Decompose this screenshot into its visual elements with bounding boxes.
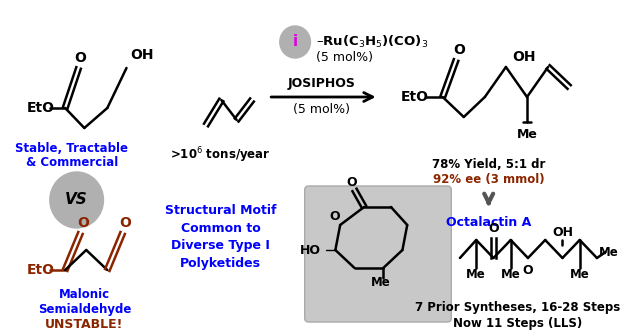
Text: O: O: [77, 216, 89, 230]
Text: Polyketides: Polyketides: [180, 257, 261, 270]
Text: Me: Me: [371, 277, 390, 290]
Text: VS: VS: [65, 193, 88, 208]
Text: UNSTABLE!: UNSTABLE!: [45, 319, 124, 332]
Circle shape: [50, 172, 103, 228]
Text: Me: Me: [570, 268, 590, 282]
Circle shape: [280, 26, 311, 58]
Text: Malonic: Malonic: [59, 289, 110, 301]
Text: Stable, Tractable: Stable, Tractable: [15, 141, 128, 155]
Text: (5 mol%): (5 mol%): [316, 51, 373, 65]
Text: 92% ee (3 mmol): 92% ee (3 mmol): [433, 173, 544, 186]
Text: EtO: EtO: [27, 263, 55, 277]
Text: 7 Prior Syntheses, 16-28 Steps: 7 Prior Syntheses, 16-28 Steps: [415, 301, 620, 314]
Text: O: O: [75, 51, 86, 65]
Text: Semialdehyde: Semialdehyde: [38, 302, 131, 316]
Text: i: i: [293, 35, 298, 49]
Text: OH: OH: [130, 48, 154, 62]
Text: O: O: [346, 175, 357, 188]
Text: HO: HO: [300, 244, 321, 256]
Text: –Ru(C$_3$H$_5$)(CO)$_3$: –Ru(C$_3$H$_5$)(CO)$_3$: [316, 34, 428, 50]
Text: Octalactin A: Octalactin A: [446, 215, 531, 228]
Text: Now 11 Steps (LLS): Now 11 Steps (LLS): [453, 317, 582, 330]
Text: EtO: EtO: [27, 101, 55, 115]
Text: O: O: [329, 210, 339, 223]
Text: Diverse Type I: Diverse Type I: [171, 240, 270, 252]
Text: O: O: [523, 263, 533, 277]
Text: O: O: [119, 216, 131, 230]
Text: Me: Me: [466, 268, 486, 282]
Text: Me: Me: [501, 268, 521, 282]
Text: O: O: [488, 221, 499, 235]
Text: O: O: [453, 43, 465, 57]
Text: Common to: Common to: [181, 221, 260, 235]
Text: (5 mol%): (5 mol%): [293, 103, 350, 117]
Text: Me: Me: [517, 128, 537, 141]
FancyBboxPatch shape: [305, 186, 451, 322]
Text: >10$^6$ tons/year: >10$^6$ tons/year: [170, 145, 271, 165]
Text: 78% Yield, 5:1 dr: 78% Yield, 5:1 dr: [432, 159, 545, 171]
Text: & Commercial: & Commercial: [26, 156, 118, 168]
Text: OH: OH: [552, 225, 573, 239]
Text: Me: Me: [599, 246, 619, 258]
Text: OH: OH: [512, 50, 536, 64]
Text: JOSIPHOS: JOSIPHOS: [288, 78, 356, 90]
Text: Structural Motif: Structural Motif: [165, 204, 276, 216]
Text: EtO: EtO: [401, 90, 429, 104]
